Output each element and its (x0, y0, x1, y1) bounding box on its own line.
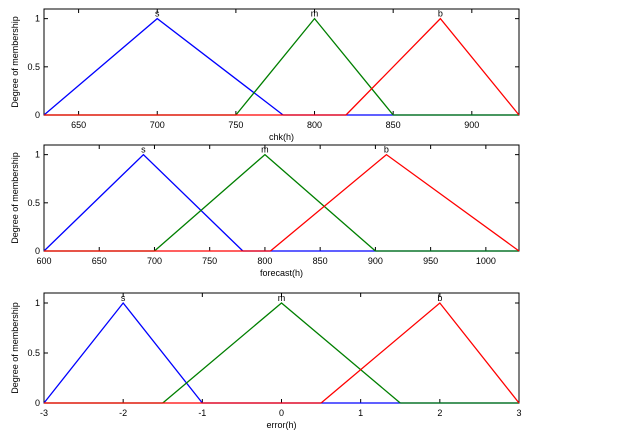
y-axis-label: Degree of membership (10, 152, 20, 244)
x-tick-label: 850 (386, 120, 401, 130)
y-tick-label: 0.5 (27, 198, 40, 208)
series-s-label: s (155, 9, 160, 19)
series-b-line (270, 153, 520, 252)
chart-3: -3 -2 -1 0 1 2 3 0 0.5 1 error(h) Degree of members… (10, 292, 522, 430)
x-tick-label: 950 (423, 256, 438, 266)
series-m-line (154, 153, 376, 252)
x-tick-label: 800 (257, 256, 272, 266)
series-m-line (162, 302, 401, 404)
series-s-label: s (141, 145, 146, 155)
series-b-label: b (437, 293, 442, 303)
x-tick-label: 2 (437, 408, 442, 418)
y-axis-label: Degree of membership (10, 16, 20, 108)
x-axis-label: chk(h) (269, 132, 294, 142)
x-axis-label: error(h) (266, 420, 296, 430)
series-m-label: m (261, 145, 269, 155)
x-tick-label: 650 (92, 256, 107, 266)
x-tick-label: -2 (119, 408, 127, 418)
series-b-line (345, 17, 520, 116)
series-m-line (235, 17, 394, 116)
x-tick-label: 750 (202, 256, 217, 266)
x-tick-label: 800 (307, 120, 322, 130)
series-s-line (43, 153, 244, 252)
y-tick-label: 0 (35, 110, 40, 120)
chart-1: 650 700 750 800 850 900 0 0.5 1 chk(h) Degree of m… (10, 8, 520, 142)
series-b-line (320, 302, 520, 404)
series-b-label: b (438, 9, 443, 19)
y-axis-label: Degree of membership (10, 302, 20, 394)
x-tick-label: -3 (40, 408, 48, 418)
series-m-label: m (311, 9, 319, 19)
series-m-label: m (278, 293, 286, 303)
x-tick-label: 900 (464, 120, 479, 130)
x-tick-label: -1 (198, 408, 206, 418)
x-tick-label: 1 (358, 408, 363, 418)
y-tick-label: 1 (35, 14, 40, 24)
x-tick-label: 3 (516, 408, 521, 418)
plot-frame (43, 8, 520, 116)
series-s-label: s (121, 293, 126, 303)
chart-2: 600 650 700 750 800 850 900 950 1000 0 0.5 1 forecas… (10, 144, 520, 278)
y-tick-label: 0 (35, 246, 40, 256)
y-tick-label: 1 (35, 150, 40, 160)
x-tick-label: 0 (279, 408, 284, 418)
x-tick-label: 1000 (476, 256, 496, 266)
plot-frame (43, 292, 520, 404)
x-tick-label: 600 (36, 256, 51, 266)
y-tick-label: 0 (35, 398, 40, 408)
x-tick-label: 900 (368, 256, 383, 266)
x-axis-label: forecast(h) (260, 268, 303, 278)
series-s-line (43, 301, 203, 404)
x-tick-label: 700 (150, 120, 165, 130)
plot-frame (43, 144, 520, 252)
x-tick-label: 650 (71, 120, 86, 130)
y-tick-label: 1 (35, 298, 40, 308)
y-tick-label: 0.5 (27, 348, 40, 358)
series-s-line (43, 17, 284, 116)
x-tick-label: 750 (228, 120, 243, 130)
y-tick-label: 0.5 (27, 62, 40, 72)
x-tick-label: 850 (313, 256, 328, 266)
x-tick-label: 700 (147, 256, 162, 266)
series-b-label: b (384, 145, 389, 155)
